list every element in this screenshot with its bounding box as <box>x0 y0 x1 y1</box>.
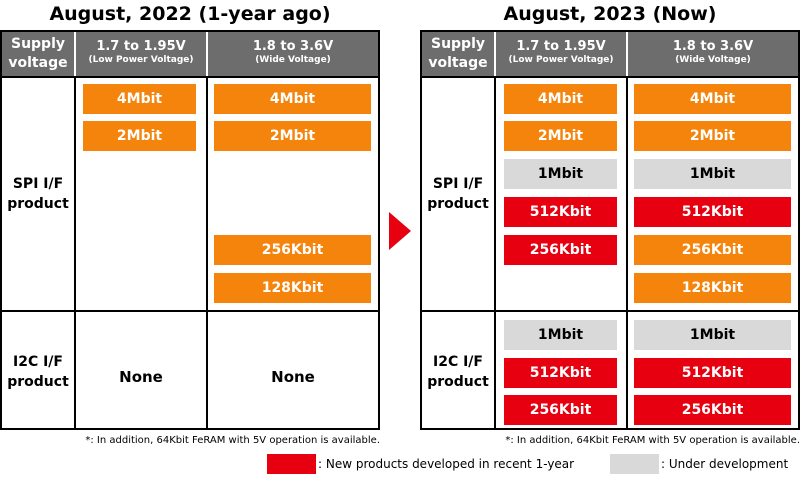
chip-right-spi-low-2: 1Mbit <box>504 159 617 189</box>
spi-label-line1: SPI I/F <box>432 176 484 192</box>
right-footnote: *: In addition, 64Kbit FeRAM with 5V ope… <box>505 435 800 446</box>
row-divider <box>2 76 378 78</box>
low-voltage-sublabel: (Low Power Voltage) <box>508 55 614 65</box>
wide-voltage-sublabel: (Wide Voltage) <box>675 55 751 65</box>
right-table: Supply voltage 1.7 to 1.95V (Low Power V… <box>420 30 800 430</box>
header-divider <box>494 32 496 76</box>
chip-left-spi-wide-1: 2Mbit <box>214 121 371 151</box>
i2c-row-label: I2C I/F product <box>2 352 74 392</box>
wide-voltage-label: 1.8 to 3.6V <box>672 39 754 54</box>
spi-row-label: SPI I/F product <box>2 174 74 214</box>
column-divider <box>206 76 208 428</box>
wide-voltage-header: 1.8 to 3.6V (Wide Voltage) <box>208 32 378 76</box>
supply-line1: Supply <box>10 36 66 52</box>
supply-voltage-header: Supply voltage <box>2 32 74 76</box>
header-divider <box>74 32 76 76</box>
spi-label-line2: product <box>427 196 489 212</box>
i2c-low-none: None <box>119 368 163 386</box>
supply-voltage-header: Supply voltage <box>422 32 494 76</box>
left-title: August, 2022 (1-year ago) <box>49 3 331 25</box>
chip-right-i2c-low-0: 1Mbit <box>504 320 617 350</box>
chip-right-spi-low-3: 512Kbit <box>504 197 617 227</box>
chip-right-spi-wide-0: 4Mbit <box>634 84 791 114</box>
header-divider <box>206 32 208 76</box>
legend-dev-label: : Under development <box>661 457 789 471</box>
header-divider <box>626 32 628 76</box>
column-divider <box>494 76 496 428</box>
low-voltage-label: 1.7 to 1.95V <box>516 39 606 54</box>
chip-right-spi-wide-5: 128Kbit <box>634 273 791 303</box>
column-divider <box>74 76 76 428</box>
row-divider <box>2 310 378 312</box>
low-voltage-sublabel: (Low Power Voltage) <box>88 55 194 65</box>
legend-new-label: : New products developed in recent 1-yea… <box>318 457 575 471</box>
chip-left-spi-wide-2: 256Kbit <box>214 235 371 265</box>
chip-right-i2c-wide-0: 1Mbit <box>634 320 791 350</box>
chip-right-i2c-wide-2: 256Kbit <box>634 395 791 425</box>
wide-voltage-sublabel: (Wide Voltage) <box>255 55 331 65</box>
arrow-right-icon <box>389 212 411 250</box>
low-voltage-label: 1.7 to 1.95V <box>96 39 186 54</box>
wide-voltage-label: 1.8 to 3.6V <box>252 39 334 54</box>
spi-label-line2: product <box>7 196 69 212</box>
right-title: August, 2023 (Now) <box>503 3 717 25</box>
chip-right-spi-low-0: 4Mbit <box>504 84 617 114</box>
i2c-label-line2: product <box>7 374 69 390</box>
i2c-label-line2: product <box>427 374 489 390</box>
low-voltage-header: 1.7 to 1.95V (Low Power Voltage) <box>496 32 626 76</box>
row-divider <box>422 76 798 78</box>
i2c-row-label: I2C I/F product <box>422 352 494 392</box>
chip-left-spi-wide-0: 4Mbit <box>214 84 371 114</box>
chip-right-i2c-low-1: 512Kbit <box>504 358 617 388</box>
supply-line2: voltage <box>428 55 488 71</box>
legend-dev-swatch <box>610 454 659 474</box>
chip-right-spi-wide-1: 2Mbit <box>634 121 791 151</box>
spi-label-line1: SPI I/F <box>12 176 64 192</box>
wide-voltage-header: 1.8 to 3.6V (Wide Voltage) <box>628 32 798 76</box>
chip-left-spi-low-1: 2Mbit <box>83 121 196 151</box>
legend-new-swatch <box>267 454 316 474</box>
chip-right-spi-wide-2: 1Mbit <box>634 159 791 189</box>
chip-right-spi-wide-4: 256Kbit <box>634 235 791 265</box>
i2c-label-line1: I2C I/F <box>433 354 483 370</box>
chip-right-spi-low-1: 2Mbit <box>504 121 617 151</box>
left-footnote: *: In addition, 64Kbit FeRAM with 5V ope… <box>85 435 380 446</box>
chip-right-spi-wide-3: 512Kbit <box>634 197 791 227</box>
chip-right-spi-low-4: 256Kbit <box>504 235 617 265</box>
supply-line1: Supply <box>430 36 486 52</box>
column-divider <box>626 76 628 428</box>
row-divider <box>422 310 798 312</box>
i2c-label-line1: I2C I/F <box>13 354 63 370</box>
left-table: Supply voltage 1.7 to 1.95V (Low Power V… <box>0 30 380 430</box>
chip-right-i2c-wide-1: 512Kbit <box>634 358 791 388</box>
supply-line2: voltage <box>8 55 68 71</box>
spi-row-label: SPI I/F product <box>422 174 494 214</box>
chip-left-spi-low-0: 4Mbit <box>83 84 196 114</box>
low-voltage-header: 1.7 to 1.95V (Low Power Voltage) <box>76 32 206 76</box>
chip-right-i2c-low-2: 256Kbit <box>504 395 617 425</box>
i2c-wide-none: None <box>271 368 315 386</box>
chip-left-spi-wide-3: 128Kbit <box>214 273 371 303</box>
